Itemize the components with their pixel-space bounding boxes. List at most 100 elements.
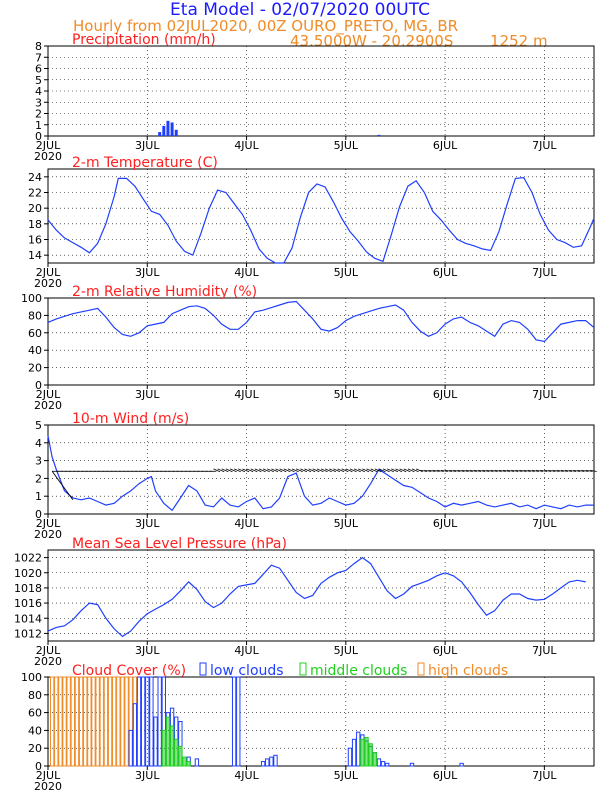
wind-arrow: [453, 469, 461, 472]
cloud-xtick-label: 6JUL: [433, 769, 458, 782]
rh-series-line: [47, 300, 595, 343]
mslp-ytick-label: 1014: [14, 612, 42, 625]
wind-arrow: [329, 468, 337, 473]
rh-ytick-label: 0: [35, 379, 42, 392]
wind-arrow: [432, 469, 440, 472]
wind-arrow: [564, 469, 573, 472]
wind-arrow: [461, 469, 469, 472]
wind-arrow: [287, 468, 295, 473]
high-cloud-bar: [95, 676, 100, 767]
cloud-ytick-label: 20: [28, 742, 42, 755]
rh-xtick-label: 6JUL: [433, 388, 458, 401]
wind-arrow: [482, 469, 490, 472]
wind-panel: 0 1 2 3 4 5 2JUL 3JUL 4JUL 5JUL 6JUL 7JUL 2020 10-m W…: [34, 411, 597, 541]
mslp-ytick-label: 1018: [14, 582, 42, 595]
wind-arrow: [341, 468, 349, 473]
wind-arrow: [370, 468, 378, 473]
high-cloud-bar: [66, 676, 71, 767]
wind-arrow: [552, 469, 560, 472]
rh-ytick-label: 60: [28, 327, 42, 340]
high-cloud-bar: [70, 676, 75, 767]
rh-ytick-label: 40: [28, 344, 42, 357]
wind-arrow: [569, 469, 577, 472]
wind-arrow: [267, 468, 274, 473]
wind-arrow: [242, 468, 250, 473]
wind-arrow: [440, 469, 448, 472]
wind-arrow: [494, 469, 502, 472]
wind-arrow: [353, 468, 361, 473]
wind-arrow: [507, 469, 515, 472]
high-cloud-bar: [49, 676, 55, 767]
temperature-panel: 14 16 18 20 22 24 2JUL 3JUL 4JUL 5JUL 6JUL 7JUL 2020…: [28, 155, 595, 290]
precip-ytick-label: 6: [35, 63, 42, 76]
high-cloud-bar: [116, 676, 121, 767]
high-cloud-bar: [54, 676, 59, 767]
wind-ytick-label: 5: [35, 419, 42, 432]
mslp-ytick-label: 1022: [14, 552, 42, 565]
wind-arrow: [486, 469, 494, 472]
high-cloud-bar: [74, 676, 80, 767]
wind-arrow: [536, 469, 544, 472]
precip-ytick-label: 5: [35, 74, 42, 87]
precip-ytick-label: 0: [35, 130, 42, 143]
legend-label: low clouds: [210, 663, 284, 679]
precip-ytick-label: 1: [35, 119, 42, 132]
middle-cloud-bar: [368, 743, 373, 767]
middle-cloud-bar: [169, 725, 175, 767]
precip-bar: [174, 129, 178, 136]
wind-arrow: [296, 468, 303, 473]
rh-xtick-label: 7JUL: [532, 388, 557, 401]
wind-arrow: [519, 469, 527, 472]
wind-arrow: [221, 468, 229, 473]
wind-arrow: [585, 469, 593, 472]
cloud-frame: [47, 676, 595, 767]
middle-cloud-bar: [360, 738, 365, 767]
wind-series-line: [47, 435, 594, 512]
wind-xtick-label: 5JUL: [334, 517, 359, 530]
wind-arrow: [403, 468, 411, 473]
temp-ytick-label: 24: [28, 171, 42, 184]
precip-bar: [158, 132, 162, 136]
wind-arrow: [527, 469, 535, 472]
precip-xtick-label: 7JUL: [532, 139, 557, 152]
wind-arrow: [420, 469, 428, 472]
high-cloud-bar: [83, 676, 88, 767]
low-cloud-bar: [236, 676, 241, 767]
cloud-ytick-label: 100: [21, 671, 42, 684]
wind-arrow: [391, 468, 399, 473]
precip-ytick-label: 2: [35, 108, 42, 121]
low-cloud-bar: [376, 758, 382, 767]
rh-ytick-label: 20: [28, 362, 42, 375]
legend-swatch: [417, 662, 425, 676]
rh-title: 2-m Relative Humidity (%): [72, 284, 257, 300]
cloud-year-label: 2020: [34, 780, 62, 792]
temp-year-label: 2020: [34, 277, 62, 290]
mslp-xtick-label: 3JUL: [135, 644, 160, 657]
low-cloud-bar: [149, 676, 154, 767]
wind-arrow: [573, 469, 581, 472]
wind-arrow: [415, 468, 423, 473]
wind-arrow: [469, 469, 477, 472]
wind-arrow: [366, 468, 374, 473]
low-cloud-bar: [140, 676, 146, 767]
rh-xtick-label: 3JUL: [135, 388, 160, 401]
precip-ytick-label: 8: [35, 40, 42, 53]
wind-arrow: [411, 468, 419, 473]
legend-swatch: [299, 662, 307, 676]
wind-arrow: [399, 468, 407, 473]
wind-arrow: [308, 468, 316, 473]
high-cloud-bar: [120, 676, 125, 767]
middle-cloud-bar: [186, 761, 191, 767]
high-cloud-bar: [124, 676, 129, 767]
high-cloud-bar: [87, 676, 92, 767]
wind-arrow: [345, 468, 353, 473]
precip-bar: [377, 134, 381, 136]
low-cloud-bar: [128, 729, 133, 767]
cloud-ytick-label: 60: [28, 707, 42, 720]
wind-arrow: [428, 469, 436, 472]
high-cloud-bar: [128, 676, 133, 767]
low-cloud-bar: [273, 754, 278, 767]
high-cloud-bar: [103, 676, 109, 767]
wind-arrow: [225, 468, 233, 473]
low-cloud-bar: [265, 758, 270, 767]
